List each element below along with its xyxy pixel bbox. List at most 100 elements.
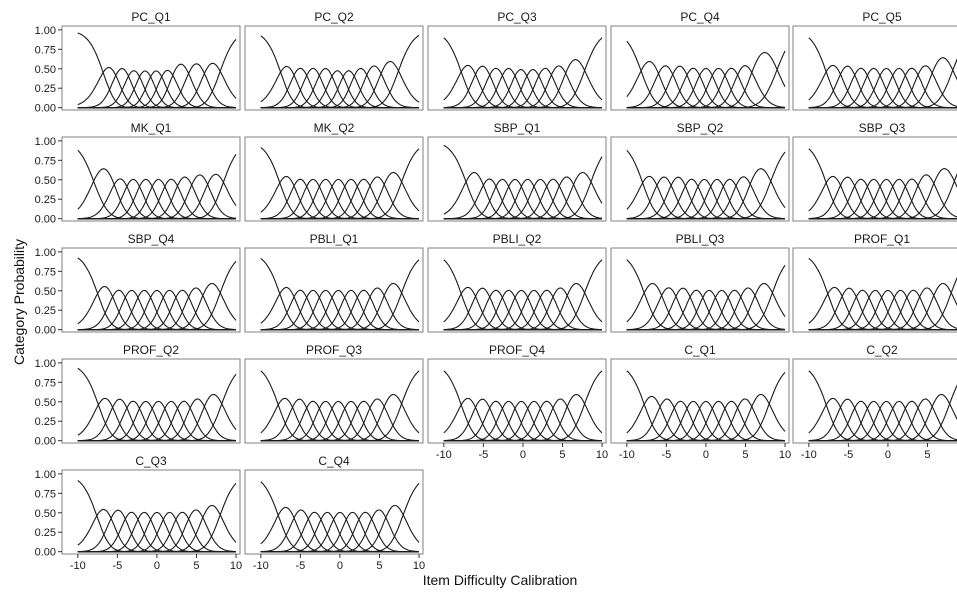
panel-frame	[792, 358, 957, 444]
panel-title: SBP_Q3	[859, 121, 906, 135]
y-tick-label: 0.75	[35, 44, 56, 56]
y-tick-label: 1.00	[35, 247, 56, 259]
x-tick-label: -5	[843, 449, 853, 461]
facet-panel: PC_Q5	[792, 10, 957, 111]
panel-title: PC_Q3	[497, 10, 537, 24]
facet-panel: PC_Q4	[610, 10, 790, 111]
panel-frame	[610, 25, 790, 111]
facet-panel: PC_Q1 0.00 0.25 0.50 0.75 1.00	[35, 10, 241, 115]
facet-panel: SBP_Q3	[792, 121, 957, 222]
x-tick-label: 5	[376, 560, 382, 572]
category-curve	[443, 259, 603, 331]
panel-frame	[61, 247, 241, 333]
facet-panel: C_Q1 -10 -5 0 5 10	[610, 343, 791, 461]
category-curve	[443, 370, 603, 442]
panel-frame	[792, 25, 957, 111]
y-tick-label: 0.00	[35, 547, 56, 559]
panel-frame	[244, 247, 424, 333]
category-curve	[77, 38, 237, 109]
x-tick-label: -5	[295, 560, 305, 572]
panel-title: PC_Q4	[680, 10, 720, 24]
category-curve	[260, 370, 420, 442]
y-tick-label: 1.00	[35, 25, 56, 37]
panel-title: PC_Q5	[862, 10, 902, 24]
y-tick-label: 0.00	[35, 103, 56, 115]
facet-panel: SBP_Q2	[610, 121, 790, 222]
panel-title: PBLI_Q3	[676, 232, 725, 246]
facet-panel: PROF_Q3	[244, 343, 424, 444]
panel-title: SBP_Q2	[677, 121, 724, 135]
category-curve	[77, 260, 237, 331]
panel-title: C_Q1	[684, 343, 716, 357]
panel-frame	[244, 358, 424, 444]
panel-title: C_Q4	[318, 454, 350, 468]
x-tick-label: 10	[413, 560, 425, 572]
y-tick-label: 0.25	[35, 305, 56, 317]
panel-title: PROF_Q3	[306, 343, 362, 357]
y-tick-label: 1.00	[35, 358, 56, 370]
facet-panel: PBLI_Q3	[610, 232, 790, 333]
facet-panel: C_Q3 0.00 0.25 0.50 0.75 1.00 -10 -5 0 5 10	[35, 454, 243, 572]
panel-title: PC_Q2	[314, 10, 354, 24]
x-tick-label: -10	[70, 560, 86, 572]
panel-frame	[61, 469, 241, 555]
x-tick-label: 5	[559, 449, 565, 461]
facet-panel: SBP_Q4 0.00 0.25 0.50 0.75 1.00	[35, 232, 241, 337]
x-tick-label: 5	[742, 449, 748, 461]
category-curve	[626, 151, 786, 220]
x-tick-label: 5	[193, 560, 199, 572]
category-curve	[808, 384, 957, 442]
facet-panel: SBP_Q1	[427, 121, 607, 222]
category-curve	[260, 259, 420, 331]
panel-title: PBLI_Q2	[493, 232, 542, 246]
y-tick-label: 0.75	[35, 155, 56, 167]
x-tick-label: 5	[924, 449, 930, 461]
x-tick-label: 0	[703, 449, 709, 461]
x-tick-label: 10	[596, 449, 608, 461]
x-axis-title: Item Difficulty Calibration	[423, 572, 578, 588]
y-tick-label: 0.00	[35, 436, 56, 448]
y-tick-label: 0.25	[35, 83, 56, 95]
x-tick-label: -10	[436, 449, 452, 461]
category-curve	[626, 264, 786, 331]
y-tick-label: 0.50	[35, 64, 56, 76]
facet-panel: MK_Q1 0.00 0.25 0.50 0.75 1.00	[35, 121, 241, 226]
x-tick-label: 0	[520, 449, 526, 461]
panel-title: C_Q2	[866, 343, 898, 357]
facet-panel: C_Q4 -10 -5 0 5 10	[244, 454, 425, 572]
y-tick-label: 0.75	[35, 266, 56, 278]
x-tick-label: 0	[154, 560, 160, 572]
panel-frame	[244, 136, 424, 222]
category-curve	[808, 172, 957, 220]
x-tick-label: -5	[661, 449, 671, 461]
x-tick-label: 0	[337, 560, 343, 572]
panel-title: MK_Q1	[131, 121, 172, 135]
category-curve	[77, 154, 237, 220]
y-tick-label: 0.50	[35, 397, 56, 409]
facet-panel: PROF_Q1	[792, 232, 957, 333]
x-tick-label: -5	[478, 449, 488, 461]
y-tick-label: 0.25	[35, 194, 56, 206]
y-tick-label: 0.25	[35, 416, 56, 428]
facet-panel: MK_Q2	[244, 121, 424, 222]
x-tick-label: 0	[885, 449, 891, 461]
facet-panel: PC_Q2	[244, 10, 424, 111]
category-curve	[808, 276, 957, 331]
panel-frame	[61, 358, 241, 444]
x-tick-label: -10	[253, 560, 269, 572]
panel-frame	[244, 469, 424, 555]
category-curve	[443, 37, 603, 109]
x-tick-label: -10	[619, 449, 635, 461]
panel-title: SBP_Q4	[128, 232, 175, 246]
panel-frame	[244, 25, 424, 111]
panel-title: PROF_Q1	[854, 232, 910, 246]
panel-title: C_Q3	[135, 454, 167, 468]
category-curve	[260, 34, 420, 109]
facet-panel: PROF_Q4 -10 -5 0 5 10	[427, 343, 608, 461]
category-curve	[260, 482, 420, 553]
x-tick-label: -10	[801, 449, 817, 461]
y-tick-label: 0.50	[35, 286, 56, 298]
category-curve	[626, 50, 786, 109]
x-tick-label: -5	[112, 560, 122, 572]
